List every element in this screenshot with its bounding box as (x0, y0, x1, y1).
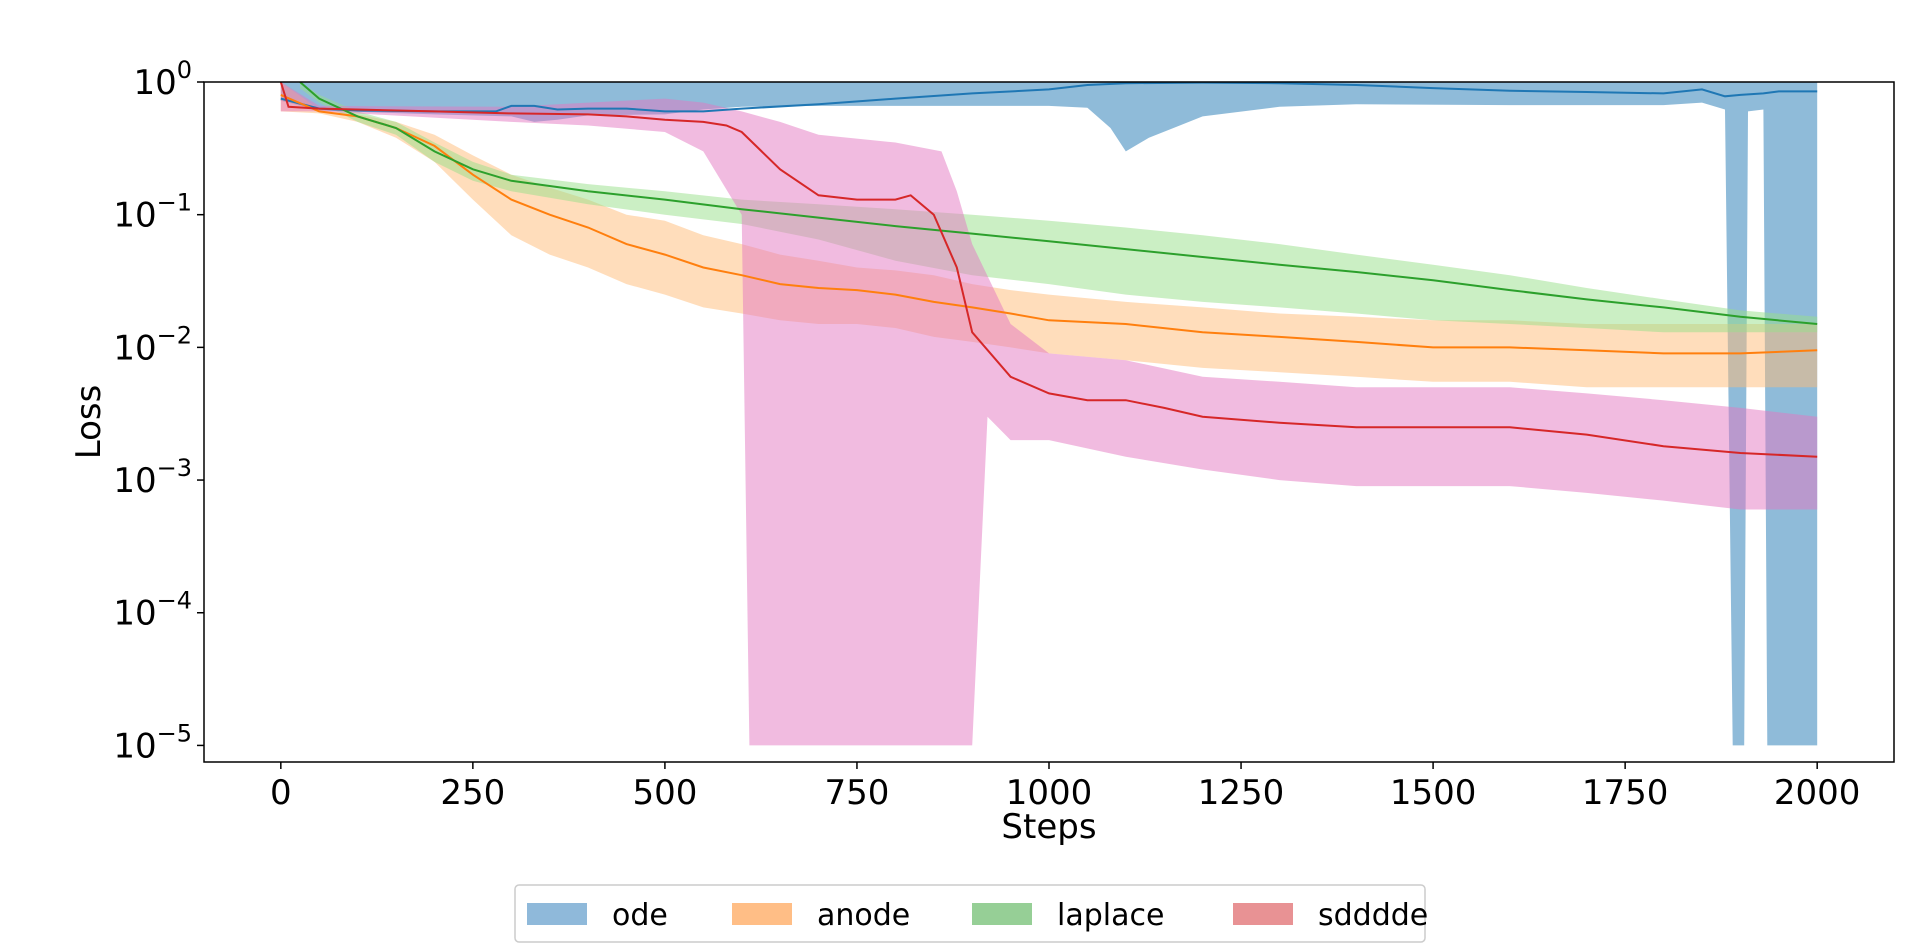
legend-swatch-laplace (972, 903, 1032, 925)
mean-lines (279, 82, 1818, 458)
legend-label-ode: ode (612, 898, 668, 933)
confidence-bands (280, 82, 1818, 746)
x-tick-label: 1750 (1582, 773, 1669, 813)
x-tick-label: 250 (440, 773, 505, 813)
y-axis: 10−5 10−4 10−3 10−2 10−1 100 (113, 56, 204, 766)
x-tick-label: 0 (270, 773, 292, 813)
legend-swatch-anode (732, 903, 792, 925)
y-tick-label: 10−4 (113, 587, 192, 634)
x-axis-title: Steps (1001, 807, 1096, 847)
y-tick-label: 10−1 (113, 189, 192, 236)
x-tick-label: 1250 (1198, 773, 1285, 813)
band-anode (280, 82, 1818, 388)
legend-frame (514, 884, 1426, 943)
line-sdddde (279, 82, 1818, 458)
band-sdddde (280, 82, 1818, 746)
legend-swatch-ode (527, 903, 587, 925)
legend-label-laplace: laplace (1057, 898, 1164, 933)
y-tick-label: 10−3 (113, 454, 192, 501)
band-laplace (300, 82, 1818, 333)
x-tick-label: 500 (632, 773, 697, 813)
x-tick-label: 1500 (1390, 773, 1477, 813)
line-ode (280, 82, 1818, 113)
y-tick-label: 100 (133, 56, 192, 103)
legend-label-anode: anode (817, 898, 910, 933)
x-tick-label: 750 (825, 773, 890, 813)
x-tick-label: 1000 (1006, 773, 1093, 813)
y-tick-label: 10−2 (113, 321, 192, 368)
legend-label-sdddde: sdddde (1318, 898, 1428, 933)
legend: ode anode laplace sdddde (514, 884, 1428, 943)
y-tick-label: 10−5 (113, 719, 192, 766)
legend-swatch-sdddde (1233, 903, 1293, 925)
y-axis-title: Loss (69, 385, 109, 460)
x-tick-label: 2000 (1774, 773, 1861, 813)
line-anode (280, 93, 1818, 355)
line-laplace (299, 82, 1818, 325)
x-axis: 0 250 500 750 1000 1250 1500 1750 2000 (270, 762, 1860, 813)
